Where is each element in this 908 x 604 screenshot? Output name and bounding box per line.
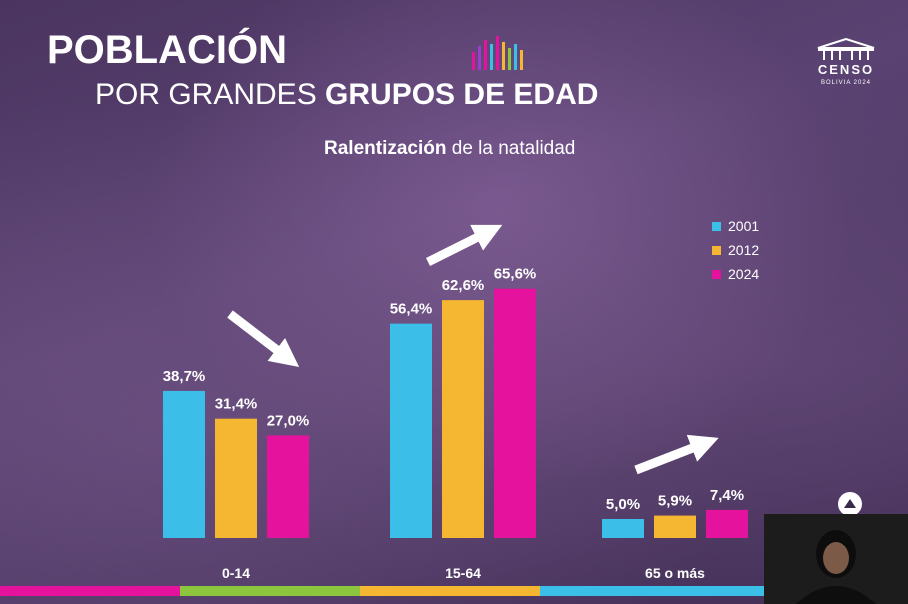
- data-label: 56,4%: [390, 301, 433, 318]
- logo-text: CENSO: [817, 62, 875, 77]
- subtitle-plain: de la natalidad: [446, 138, 576, 159]
- title-line2: POR GRANDES GRUPOS DE EDAD: [95, 78, 598, 112]
- data-label: 65,6%: [494, 266, 537, 283]
- legend-label-2012: 2012: [728, 242, 759, 258]
- data-label: 5,0%: [606, 496, 640, 513]
- legend-label-2024: 2024: [728, 266, 759, 282]
- strip-segment: [180, 586, 360, 596]
- bar-2012-65 o más: [654, 515, 696, 538]
- subtitle-bold: Ralentización: [324, 138, 447, 159]
- legend-label-2001: 2001: [728, 218, 759, 234]
- building-icon: [817, 38, 875, 60]
- bar-2024-65 o más: [706, 509, 748, 538]
- strip-segment: [360, 586, 540, 596]
- trend-arrow-up: [634, 434, 719, 475]
- bar-2012-15-64: [442, 300, 484, 538]
- data-label: 27,0%: [267, 412, 310, 429]
- legend-swatch-2001: [712, 222, 721, 231]
- censo-logo: CENSO BOLIVIA 2024: [810, 38, 882, 96]
- bar-2012-0-14: [215, 418, 257, 538]
- category-label: 0-14: [222, 565, 250, 581]
- strip-segment: [0, 586, 180, 596]
- legend-swatch-2024: [712, 270, 721, 279]
- bar-2024-15-64: [494, 288, 536, 538]
- title-line2-plain: POR GRANDES: [95, 78, 326, 111]
- bar-2001-15-64: [390, 323, 432, 538]
- webcam-overlay: [764, 514, 908, 604]
- bar-2024-0-14: [267, 435, 309, 538]
- brand-mark-icon: [838, 492, 862, 516]
- bar-2001-65 o más: [602, 519, 644, 538]
- brand-bars-icon: [472, 36, 523, 70]
- logo-subtext: BOLIVIA 2024: [820, 80, 872, 86]
- title-line1: POBLACIÓN: [47, 28, 287, 72]
- legend-swatch-2012: [712, 246, 721, 255]
- data-label: 62,6%: [442, 277, 485, 294]
- subtitle: Ralentización de la natalidad: [324, 138, 575, 160]
- category-label: 15-64: [445, 565, 481, 581]
- data-label: 38,7%: [163, 368, 206, 385]
- trend-arrow-down: [227, 310, 300, 368]
- title-line2-bold: GRUPOS DE EDAD: [325, 78, 599, 111]
- trend-arrow-up: [425, 224, 503, 267]
- strip-segment: [540, 586, 720, 596]
- bar-2001-0-14: [163, 390, 205, 538]
- data-label: 31,4%: [215, 396, 258, 413]
- data-label: 7,4%: [710, 487, 744, 504]
- category-label: 65 o más: [645, 565, 705, 581]
- data-label: 5,9%: [658, 493, 692, 510]
